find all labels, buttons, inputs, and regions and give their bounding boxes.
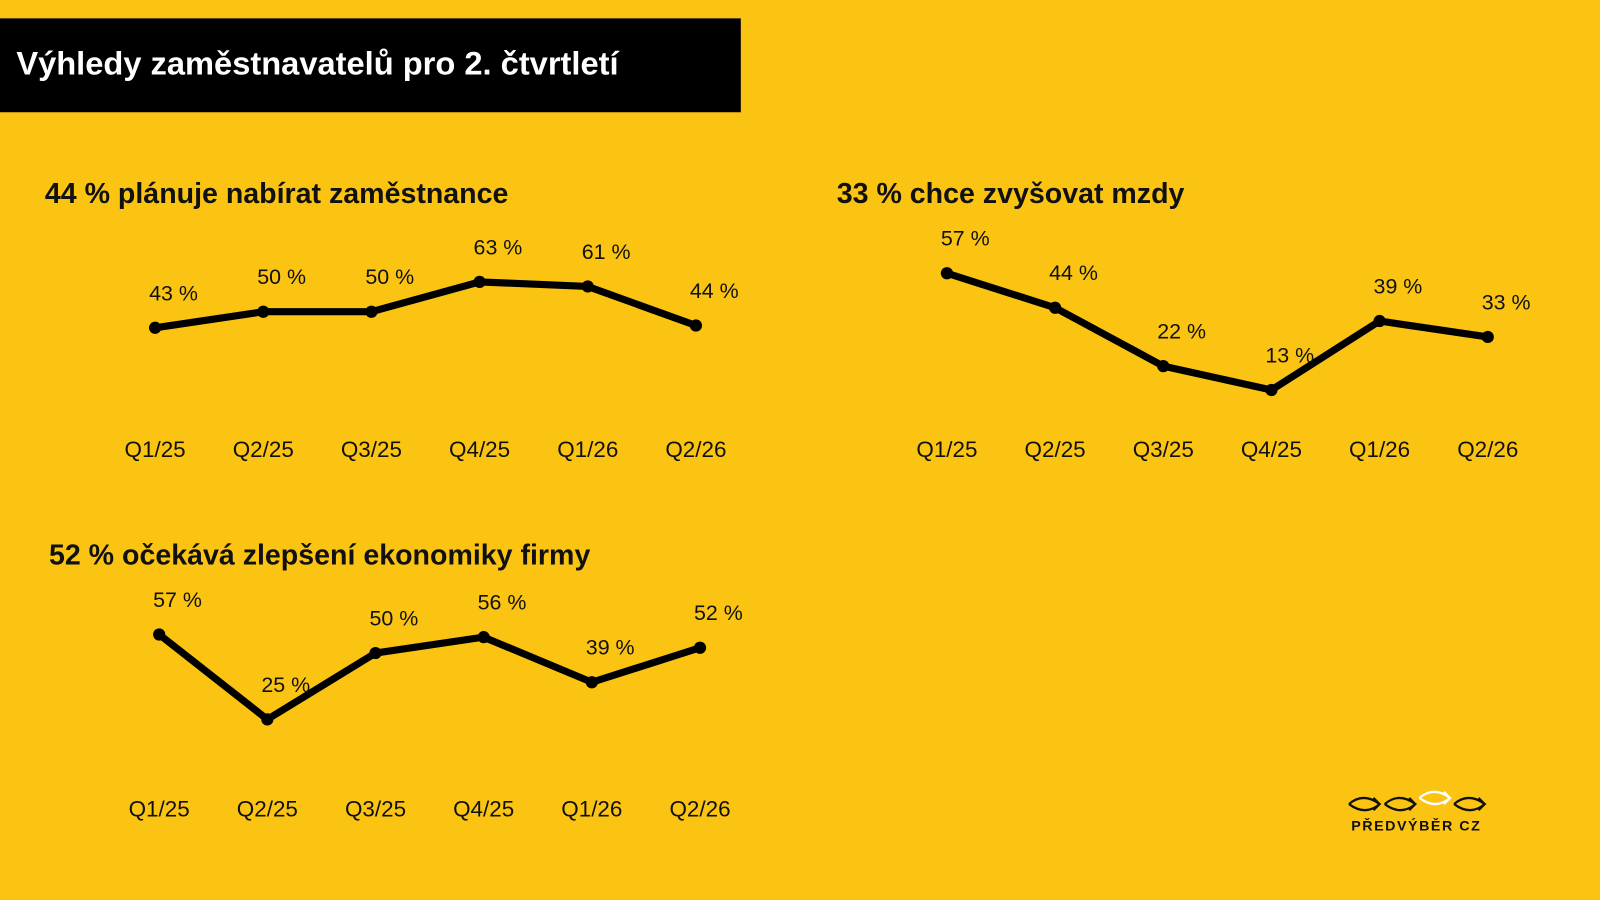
value-label: 57 % [941,227,990,251]
logo-text: PŘEDVÝBĚR CZ [1351,817,1481,835]
point [1265,383,1278,397]
fish-icon [1418,790,1452,806]
x-tick-label: Q2/26 [665,437,726,462]
value-label: 13 % [1265,343,1314,367]
value-label: 39 % [1374,274,1423,298]
header-bar [0,18,741,113]
point [1481,330,1494,344]
value-label: 43 % [149,281,198,305]
point [473,275,486,289]
x-tick-label: Q1/26 [1349,437,1410,462]
x-tick-label: Q4/25 [453,796,514,821]
x-tick-label: Q3/25 [1133,437,1194,462]
value-label: 56 % [478,591,527,615]
value-label: 39 % [586,636,635,660]
value-label: 22 % [1157,320,1206,344]
x-tick-label: Q2/25 [233,437,294,462]
point [1157,360,1170,373]
x-tick-label: Q3/25 [341,437,402,462]
x-tick-label: Q4/25 [1241,437,1302,462]
point [1373,314,1386,328]
point [369,646,382,660]
chart-title: 52 % očekává zlepšení ekonomiky firmy [49,539,590,571]
point [257,305,270,318]
line [151,278,700,332]
x-tick-label: Q4/25 [449,437,510,462]
line [155,630,704,723]
point [261,713,274,726]
x-tick-label: Q1/25 [125,437,186,462]
x-tick-label: Q1/26 [557,437,618,462]
point [585,676,598,689]
chart-title: 44 % plánuje nabírat zaměstnance [45,178,509,210]
fish-icon [1383,796,1418,812]
value-label: 61 % [582,240,631,264]
value-label: 44 % [1049,261,1098,285]
x-tick-label: Q2/25 [1025,437,1086,462]
point [365,305,378,318]
x-tick-label: Q2/25 [237,796,298,821]
header-title: Výhledy zaměstnavatelů pro 2. čtvrtletí [16,44,619,81]
chart-title: 33 % chce zvyšovat mzdy [837,178,1185,210]
point [477,631,490,644]
fish-icon [1453,796,1487,812]
x-tick-label: Q1/25 [916,437,977,462]
value-label: 52 % [694,601,743,625]
value-label: 25 % [261,673,310,697]
value-label: 33 % [1482,290,1531,314]
point [693,641,707,654]
x-tick-label: Q1/26 [561,796,622,821]
value-label: 50 % [365,265,414,289]
point [153,628,166,641]
x-tick-label: Q2/26 [669,796,730,821]
fish-icon [1348,796,1382,812]
x-tick-label: Q1/25 [129,796,190,821]
point [581,280,594,293]
value-label: 57 % [153,588,202,612]
x-tick-label: Q3/25 [345,796,406,821]
value-label: 63 % [474,235,523,259]
point [689,319,703,332]
line [943,269,1492,394]
logo [1348,790,1487,812]
value-label: 50 % [257,265,306,289]
point [148,321,162,334]
point [940,267,954,280]
value-label: 50 % [369,607,418,631]
point [1048,301,1062,314]
x-tick-label: Q2/26 [1457,437,1518,462]
value-label: 44 % [690,279,739,303]
